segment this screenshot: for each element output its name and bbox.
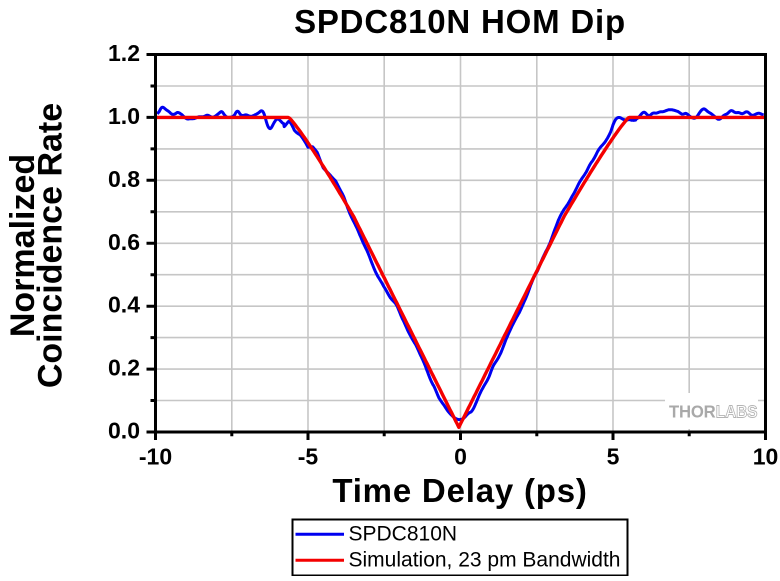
svg-text:0.2: 0.2: [108, 355, 140, 381]
svg-text:-10: -10: [139, 444, 172, 470]
svg-text:0: 0: [454, 444, 467, 470]
svg-text:THOR: THOR: [669, 402, 716, 422]
svg-text:0.0: 0.0: [108, 418, 140, 444]
svg-text:0.4: 0.4: [108, 292, 140, 318]
svg-text:1.2: 1.2: [108, 40, 140, 66]
svg-text:LABS: LABS: [716, 402, 758, 422]
svg-text:5: 5: [607, 444, 620, 470]
svg-text:0.8: 0.8: [108, 166, 140, 192]
svg-text:Simulation, 23 pm Bandwidth: Simulation, 23 pm Bandwidth: [349, 548, 621, 571]
svg-text:0.6: 0.6: [108, 229, 140, 255]
svg-text:SPDC810N HOM Dip: SPDC810N HOM Dip: [294, 3, 626, 40]
svg-text:SPDC810N: SPDC810N: [349, 522, 458, 545]
svg-text:Time Delay (ps): Time Delay (ps): [332, 472, 587, 509]
svg-text:10: 10: [753, 444, 779, 470]
svg-text:-5: -5: [298, 444, 319, 470]
svg-text:Coincidence Rate: Coincidence Rate: [32, 103, 70, 388]
svg-text:Normalized: Normalized: [4, 154, 42, 337]
svg-text:1.0: 1.0: [108, 103, 140, 129]
